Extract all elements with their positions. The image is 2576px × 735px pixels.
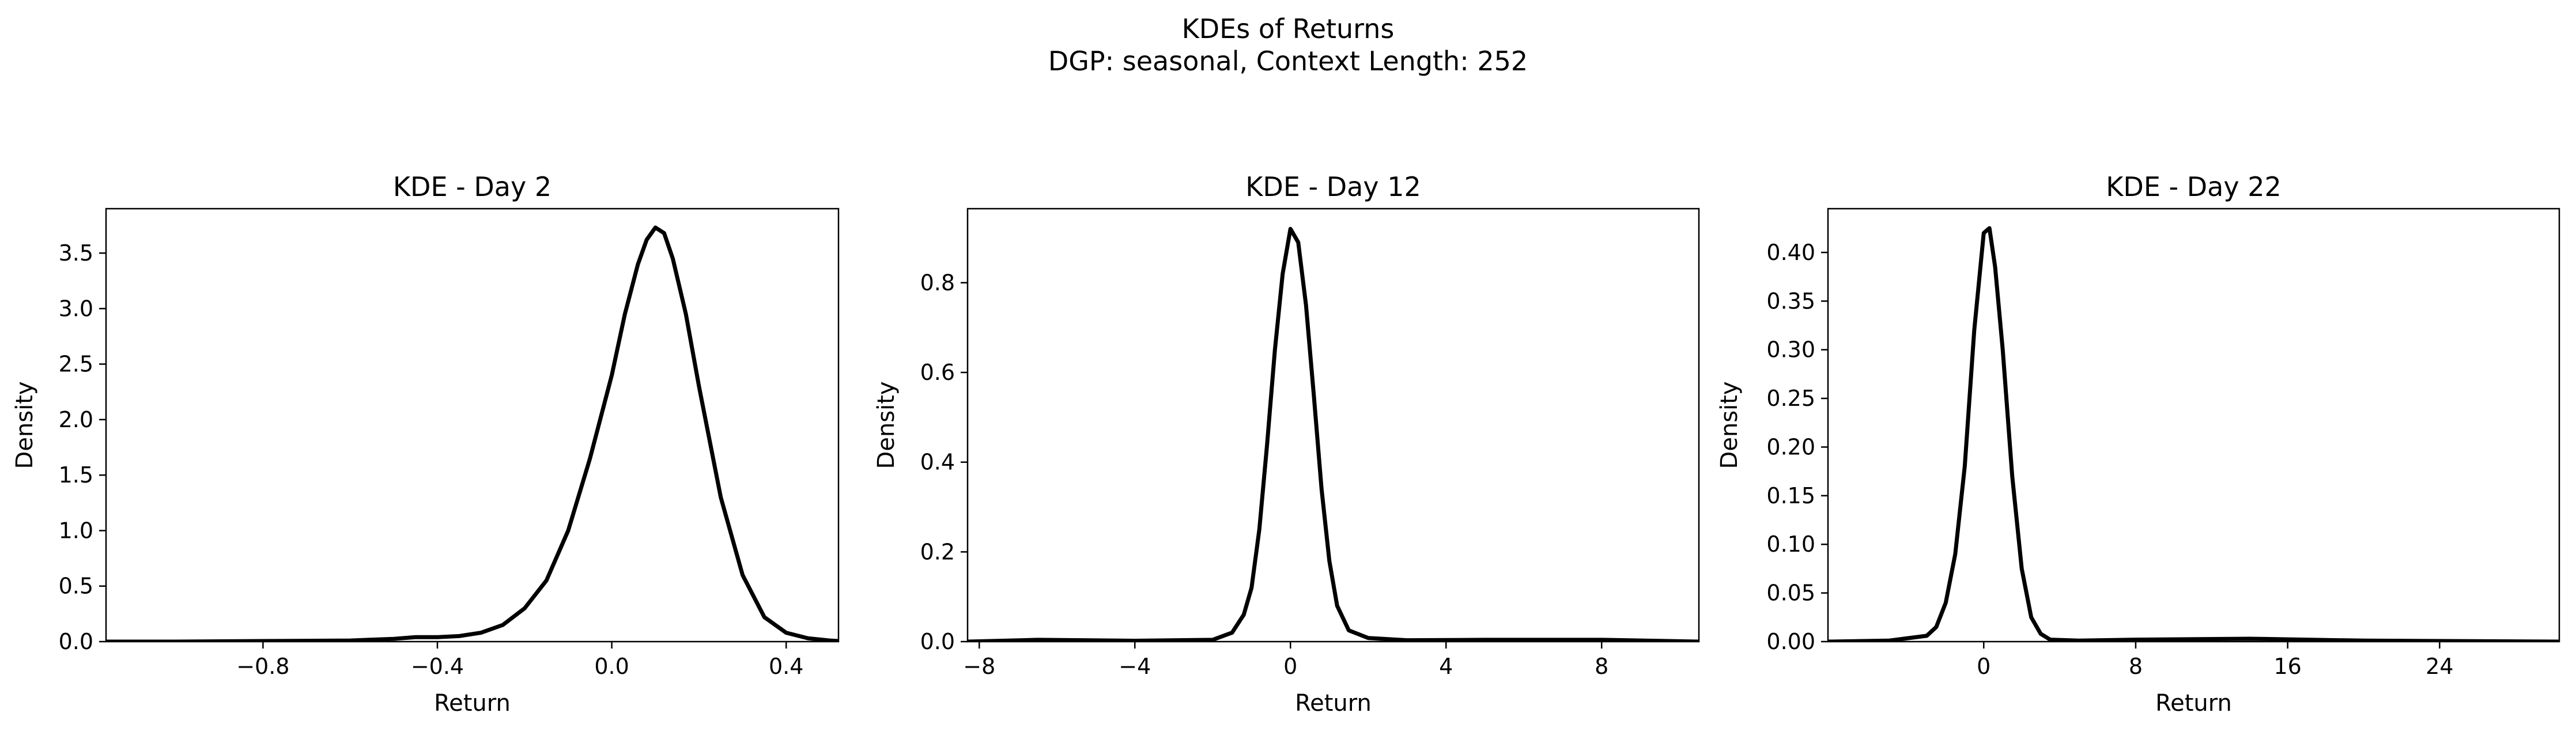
chart-3-xtick-label: 8 <box>2129 654 2143 679</box>
figure-title-line-2: DGP: seasonal, Context Length: 252 <box>1048 46 1528 77</box>
chart-3-axes-frame <box>1827 208 2560 643</box>
chart-2-xtick-label: 4 <box>1439 654 1453 679</box>
chart-1-ytick-label: 3.0 <box>59 296 93 321</box>
chart-3-ytick-label: 0.40 <box>1766 240 1815 265</box>
chart-3-ytick-label: 0.10 <box>1766 532 1815 557</box>
chart-2-axes-frame <box>966 208 1700 643</box>
chart-3-ytick-label: 0.20 <box>1766 434 1815 459</box>
chart-3-ytick-label: 0.15 <box>1766 483 1815 508</box>
chart-2: KDE - Day 12 −8 −4 0 4 8 0.0 0.2 0.4 0.6 0.8 Return… <box>873 171 1700 717</box>
chart-1-xtick-label: −0.8 <box>236 654 289 679</box>
chart-1-title: KDE - Day 2 <box>393 171 552 202</box>
chart-3-ytick-label: 0.05 <box>1766 581 1815 606</box>
chart-3-xlabel: Return <box>2155 690 2232 717</box>
chart-3-xtick-label: 0 <box>1977 654 1990 679</box>
chart-3-xtick-label: 16 <box>2273 654 2301 679</box>
chart-3: KDE - Day 22 0 8 16 24 0.00 0.05 0.10 0.15 0.20 0.… <box>1716 171 2560 717</box>
chart-1-ytick-label: 1.0 <box>59 518 93 543</box>
chart-3-ytick-label: 0.35 <box>1766 288 1815 314</box>
chart-1-ytick-label: 3.5 <box>59 240 93 266</box>
chart-2-ytick-label: 0.4 <box>920 450 955 475</box>
chart-2-xlabel: Return <box>1295 690 1372 717</box>
chart-1-xtick-label: 0.0 <box>594 654 629 679</box>
chart-1-xlabel: Return <box>434 690 511 717</box>
chart-3-xtick-label: 24 <box>2426 654 2453 679</box>
chart-1: KDE - Day 2 −0.8 −0.4 0.0 0.4 0.0 0.5 1.0 1.5 2.0… <box>12 171 840 717</box>
chart-1-xtick-label: 0.4 <box>769 654 803 679</box>
chart-2-title: KDE - Day 12 <box>1245 171 1421 202</box>
chart-2-ytick-label: 0.6 <box>920 360 955 385</box>
chart-1-ytick-label: 0.5 <box>59 574 93 599</box>
chart-1-ylabel: Density <box>12 381 38 469</box>
chart-2-ytick-label: 0.0 <box>920 629 955 654</box>
chart-1-xtick-label: −0.4 <box>411 654 464 679</box>
figure-title: KDEs of Returns DGP: seasonal, Context L… <box>0 13 2576 77</box>
chart-3-ytick-label: 0.30 <box>1766 337 1815 363</box>
chart-2-series-1-line <box>968 227 1699 642</box>
chart-2-xtick-label: −4 <box>1119 654 1151 679</box>
chart-3-series-1-line <box>1828 226 2559 642</box>
chart-1-series-1-line <box>106 225 838 642</box>
chart-2-xtick-label: −8 <box>963 654 995 679</box>
chart-1-ytick-label: 1.5 <box>59 462 93 488</box>
chart-1-axes-frame <box>105 208 840 643</box>
chart-3-ylabel: Density <box>1716 381 1743 469</box>
chart-1-ytick-label: 2.0 <box>59 407 93 432</box>
chart-2-ytick-label: 0.2 <box>920 539 955 564</box>
chart-1-ytick-label: 2.5 <box>59 352 93 377</box>
chart-2-ytick-label: 0.8 <box>920 270 955 295</box>
chart-2-ylabel: Density <box>873 381 900 469</box>
chart-2-xtick-label: 0 <box>1283 654 1297 679</box>
chart-2-xtick-label: 8 <box>1595 654 1608 679</box>
chart-1-ytick-label: 0.0 <box>59 629 93 654</box>
chart-3-ytick-label: 0.00 <box>1766 629 1815 654</box>
chart-3-ytick-label: 0.25 <box>1766 386 1815 411</box>
figure-title-line-1: KDEs of Returns <box>1181 13 1395 44</box>
chart-3-title: KDE - Day 22 <box>2106 171 2281 202</box>
